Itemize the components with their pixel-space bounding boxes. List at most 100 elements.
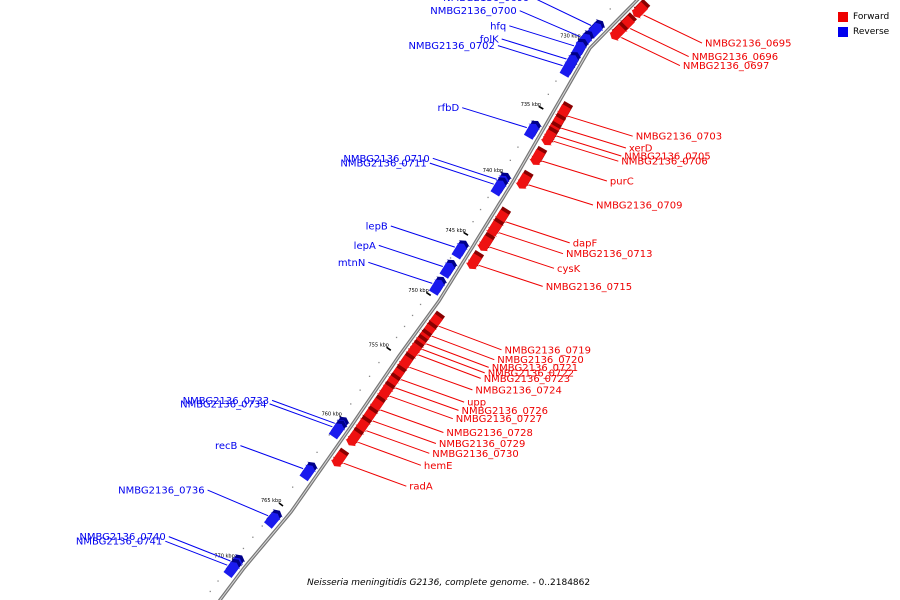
gene-arrow — [515, 172, 532, 189]
label-leader — [528, 184, 594, 206]
minor-tick-dot — [209, 590, 211, 593]
tick-label: 740 kbp — [483, 168, 503, 174]
gene-label: rfbD — [438, 103, 460, 114]
label-leader — [478, 264, 543, 287]
minor-tick-dot — [609, 8, 611, 10]
major-tick — [386, 346, 392, 351]
tick-label: 765 kbp — [261, 498, 281, 504]
gene-arrow — [609, 24, 626, 41]
gene-label: radA — [409, 482, 433, 493]
gene-arrow — [330, 450, 348, 467]
gene-label: NMBG2136_0733 — [183, 396, 269, 407]
gene-label: NMBG2136_0700 — [430, 6, 516, 17]
gene-label: NMBG2136_0728 — [446, 428, 532, 439]
label-leader — [378, 244, 443, 267]
gene-arrow — [523, 123, 540, 140]
gene-arrow — [529, 148, 546, 165]
gene-label: NMBG2136_0699 — [443, 0, 529, 4]
minor-tick-dot — [547, 93, 549, 95]
gene-label: mtnN — [338, 258, 365, 269]
gene-arrow — [486, 220, 503, 237]
minor-tick-dot — [487, 196, 489, 199]
label-leader — [400, 379, 465, 403]
gene-label: NMBG2136_0710 — [343, 154, 429, 165]
backbone-line — [217, 0, 640, 600]
gene-arrow — [631, 1, 649, 19]
gene-label: dapF — [573, 238, 598, 249]
minor-tick-dot — [359, 389, 361, 391]
gene-arrow — [429, 279, 446, 296]
minor-tick-dot — [449, 257, 452, 259]
gene-label: recB — [215, 441, 238, 452]
reverse-swatch-icon — [838, 26, 848, 37]
label-leader — [542, 160, 608, 182]
tick-label: 750 kbp — [408, 288, 428, 294]
minor-tick-dot — [555, 80, 557, 82]
gene-label: NMBG2136_0723 — [484, 374, 570, 385]
gene-arrow — [264, 512, 281, 529]
legend-label: Reverse — [853, 26, 890, 37]
label-leader — [368, 261, 433, 284]
gene-label: lepA — [354, 241, 376, 252]
legend: Forward Reverse — [838, 9, 889, 39]
gene-label: NMBG2136_0719 — [505, 345, 591, 356]
label-leader — [390, 225, 455, 248]
gene-label: hfq — [490, 21, 506, 32]
label-leader — [432, 157, 497, 180]
gene-arrow — [563, 55, 580, 72]
minor-tick-dot — [509, 159, 511, 161]
gene-arrow — [439, 262, 456, 279]
gene-label: NMBG2136_0734 — [180, 399, 266, 410]
gene-label: NMBG2136_0705 — [624, 152, 710, 163]
minor-tick-dot — [517, 146, 519, 148]
minor-tick-dot — [217, 580, 219, 582]
label-leader — [165, 540, 228, 566]
minor-tick-dot — [292, 486, 294, 488]
minor-tick-dot — [350, 403, 352, 405]
minor-tick-dot — [411, 314, 414, 317]
label-leader — [567, 115, 633, 137]
tick-label: 770 kbp — [214, 554, 234, 560]
label-leader — [561, 127, 627, 149]
label-leader — [269, 403, 333, 428]
label-leader — [553, 140, 619, 162]
gene-label: NMBG2136_0729 — [439, 439, 525, 450]
gene-label: lepB — [366, 222, 388, 233]
gene-label: NMBG2136_0726 — [462, 406, 548, 417]
minor-tick-dot — [395, 336, 398, 339]
label-leader — [372, 420, 437, 444]
legend-label: Forward — [853, 11, 890, 22]
label-leader — [380, 409, 444, 433]
gene-label: hemE — [424, 461, 453, 472]
label-leader — [426, 343, 489, 368]
label-leader — [343, 462, 407, 487]
map-caption: Neisseria meningitidis G2136, complete g… — [307, 578, 590, 588]
label-leader — [240, 445, 304, 470]
label-leader — [462, 107, 527, 129]
gene-label: NMBG2136_0696 — [692, 52, 778, 63]
gene-arrow — [451, 243, 468, 260]
tick-label: 755 kbp — [369, 343, 389, 349]
gene-label: NMBG2136_0709 — [596, 201, 682, 212]
minor-tick-dot — [368, 375, 371, 377]
label-leader — [498, 232, 564, 255]
label-leader — [519, 10, 581, 38]
label-leader — [509, 25, 575, 47]
major-tick — [538, 105, 544, 110]
label-leader — [168, 536, 231, 562]
gene-arrow — [377, 383, 394, 400]
minor-tick-dot — [261, 525, 263, 527]
gene-label: NMBG2136_0722 — [488, 368, 574, 379]
tick-label: 735 kbp — [521, 102, 541, 108]
minor-tick-dot — [403, 325, 406, 328]
gene-arrow — [223, 561, 240, 578]
gene-label: NMBG2136_0720 — [497, 355, 583, 366]
label-leader — [429, 162, 494, 185]
tick-label: 745 kbp — [446, 228, 466, 234]
legend-item-forward: Forward — [838, 9, 889, 24]
label-leader — [536, 0, 592, 26]
gene-arrow — [540, 129, 557, 146]
gene-arrow — [477, 234, 494, 252]
